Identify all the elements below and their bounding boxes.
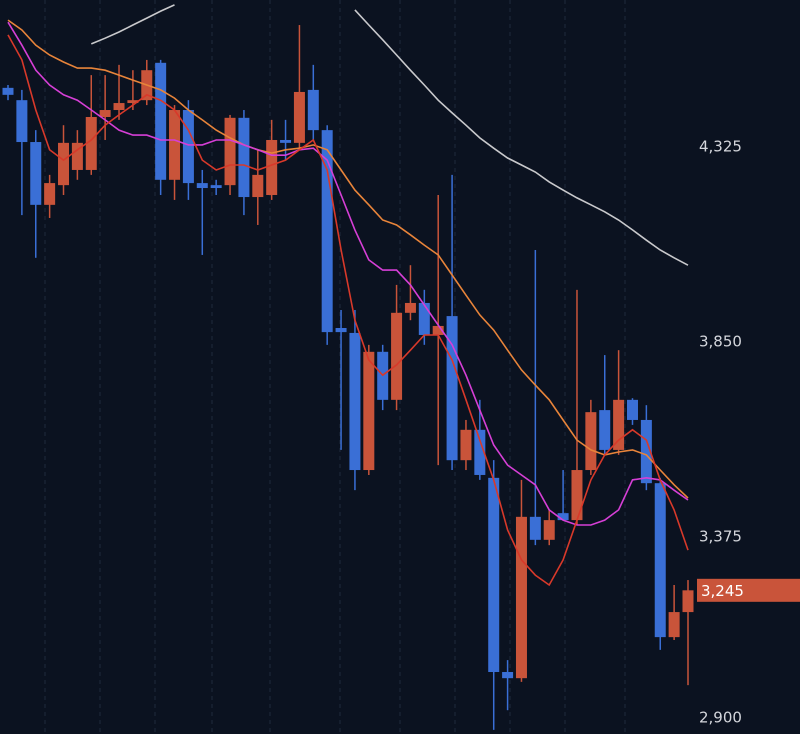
candle-body: [654, 483, 666, 638]
moving-average-line: [90, 4, 689, 266]
candle-body: [446, 316, 458, 461]
candle-body: [460, 429, 472, 461]
y-tick-label: 2,900: [699, 709, 742, 727]
moving-average-line: [7, 19, 689, 499]
candle-body: [585, 412, 597, 471]
candle-body: [363, 351, 375, 471]
candle-body: [266, 139, 278, 195]
candle-body: [640, 419, 652, 484]
candle-body: [502, 672, 514, 679]
candle-body: [335, 328, 347, 333]
candle-body: [488, 477, 500, 673]
candle-body: [182, 110, 194, 184]
last-price-tag: [697, 578, 800, 602]
candle-body: [293, 91, 305, 143]
candle-body: [196, 183, 208, 189]
candle-body: [127, 100, 139, 104]
candle-body: [557, 513, 569, 521]
candle-body: [169, 110, 181, 180]
candle-body: [71, 142, 83, 170]
candle-body: [613, 399, 625, 450]
candle-body: [529, 516, 541, 540]
candle-body: [238, 117, 250, 198]
candle-body: [599, 410, 611, 450]
y-tick-label: 3,375: [699, 527, 742, 545]
candle-body: [668, 612, 680, 638]
candle-body: [515, 516, 527, 679]
candle-body: [349, 332, 361, 471]
candle-body: [210, 185, 222, 189]
candle-body: [404, 302, 416, 313]
candle-body: [474, 429, 486, 475]
candle-body: [58, 142, 70, 186]
candle-body: [252, 174, 264, 198]
candle-body: [224, 117, 236, 186]
candle-body: [307, 89, 319, 131]
candle-body: [571, 470, 583, 521]
candle-body: [113, 103, 125, 111]
moving-average-line: [7, 34, 689, 587]
candle-body: [626, 399, 638, 420]
candle-body: [391, 312, 403, 400]
candle-body: [85, 116, 97, 170]
candle-body: [30, 142, 42, 205]
y-tick-label: 3,850: [699, 332, 742, 350]
candle-body: [543, 520, 555, 540]
vertical-grid: [44, 0, 626, 734]
candle-body: [418, 302, 430, 335]
candle-body: [432, 325, 444, 335]
last-price-label: 3,245: [701, 582, 744, 600]
candle-body: [44, 183, 56, 205]
candle-body: [280, 139, 292, 143]
candle-body: [321, 130, 333, 333]
candle-body: [2, 87, 14, 95]
candle-body: [682, 590, 694, 613]
moving-average-line: [7, 21, 689, 526]
y-tick-label: 4,325: [699, 137, 742, 155]
candle-body: [16, 100, 28, 143]
candle-body: [99, 110, 111, 117]
candle-body: [155, 62, 167, 180]
